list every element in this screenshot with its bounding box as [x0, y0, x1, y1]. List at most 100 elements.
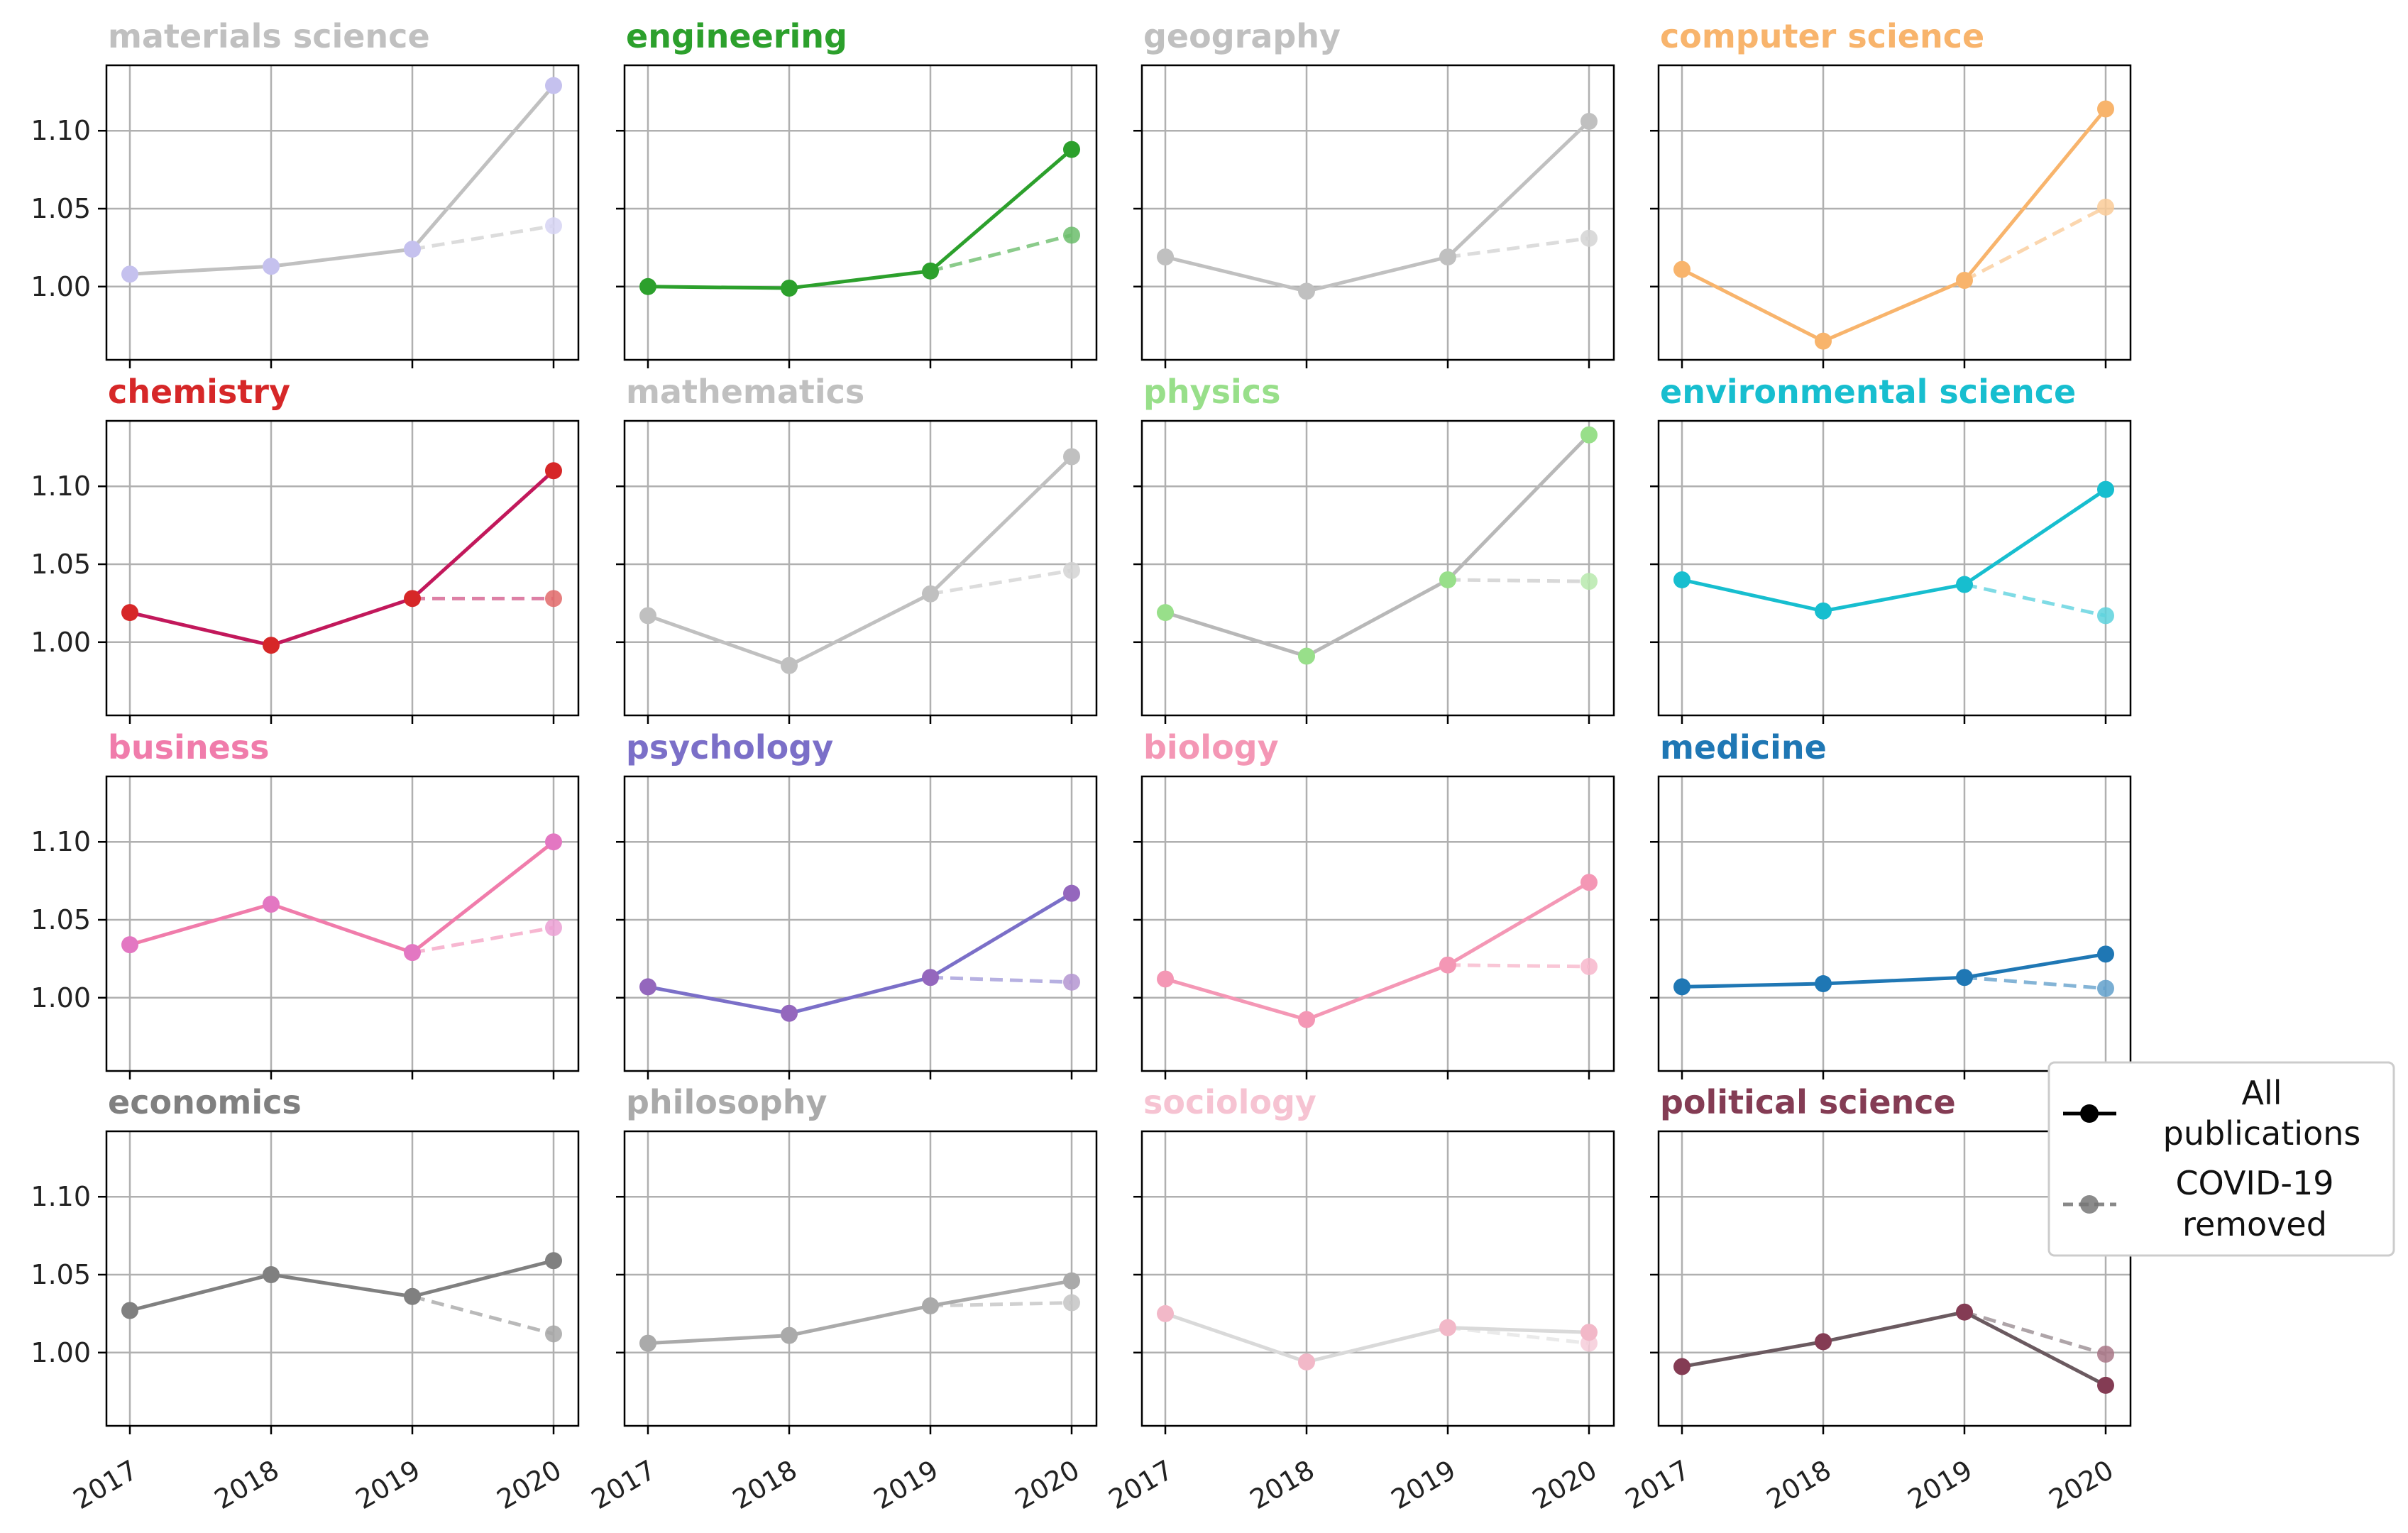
- all-point: [1157, 604, 1174, 622]
- panel-title: chemistry: [108, 373, 290, 411]
- all-point: [1439, 248, 1456, 266]
- series-all-line: [1681, 488, 2107, 613]
- all-point: [1673, 978, 1690, 996]
- axes-frame: [1657, 1130, 2132, 1427]
- panel-14: 2017 2018 2019 2020 sociology: [1104, 1083, 1615, 1515]
- all-point: [121, 265, 138, 283]
- x-tick-label: 2019: [1386, 1454, 1461, 1515]
- series-all-line: [647, 148, 1073, 290]
- y-tick-label: 1.00: [31, 271, 91, 302]
- axes-frame: [623, 775, 1098, 1072]
- all-point: [1298, 1353, 1315, 1370]
- all-point: [1063, 448, 1080, 466]
- all-point: [639, 278, 656, 295]
- legend-dashed-marker: [2080, 1195, 2099, 1214]
- all-point: [121, 604, 138, 622]
- x-tick-label: 2019: [869, 1454, 944, 1515]
- all-point: [1157, 248, 1174, 266]
- panel-4: 1.00 1.05 1.10 chemistry: [31, 373, 580, 724]
- y-tick-label: 1.05: [31, 1259, 91, 1290]
- series-covid-removed-line: [930, 1301, 1072, 1308]
- panel-title: psychology: [626, 728, 833, 766]
- panel-10: biology: [1133, 728, 1615, 1079]
- panel-7: environmental science: [1650, 373, 2132, 724]
- all-point: [781, 279, 798, 297]
- panel-5: mathematics: [616, 373, 1098, 724]
- x-tick-label: 2020: [492, 1454, 567, 1515]
- series-covid-removed-line: [930, 568, 1072, 596]
- all-point: [1580, 1324, 1598, 1341]
- all-point: [404, 1287, 421, 1305]
- panel-title: materials science: [108, 17, 430, 55]
- all-point: [1063, 1272, 1080, 1290]
- y-tick-label: 1.10: [31, 826, 91, 857]
- all-point: [2097, 1376, 2114, 1394]
- axes-frame: [623, 64, 1098, 361]
- covid-removed-point: [545, 918, 562, 936]
- series-all-line: [647, 455, 1073, 668]
- panel-title: medicine: [1660, 728, 1827, 766]
- x-tick-label: 2020: [1010, 1454, 1085, 1515]
- series-covid-removed-line: [412, 925, 554, 955]
- all-point: [922, 585, 939, 603]
- axes-frame: [623, 1130, 1098, 1427]
- all-point: [1815, 602, 1832, 620]
- all-point: [1580, 113, 1598, 131]
- series-covid-removed-line: [1963, 205, 2107, 282]
- all-point: [404, 241, 421, 258]
- x-tick-label: 2019: [1903, 1454, 1978, 1515]
- all-point: [2097, 100, 2114, 118]
- panel-title: engineering: [626, 17, 847, 55]
- series-covid-removed-line: [412, 1295, 554, 1336]
- panel-title: computer science: [1660, 17, 1984, 55]
- all-point: [1815, 1333, 1832, 1351]
- x-tick-label: 2018: [1761, 1454, 1837, 1515]
- all-point: [781, 1004, 798, 1022]
- all-point: [545, 1252, 562, 1270]
- axes-frame: [1140, 419, 1615, 717]
- all-point: [263, 258, 280, 275]
- panel-11: medicine: [1650, 728, 2132, 1079]
- all-point: [922, 262, 939, 280]
- axes-frame: [1140, 1130, 1615, 1427]
- panel-1: engineering: [616, 17, 1098, 368]
- legend-label-line2: publications: [2163, 1114, 2361, 1153]
- axes-frame: [105, 64, 580, 361]
- x-tick-label: 2017: [1620, 1454, 1695, 1515]
- series-all-line: [1165, 881, 1590, 1022]
- y-tick-label: 1.00: [31, 627, 91, 658]
- all-point: [1157, 1304, 1174, 1322]
- all-point: [1673, 1358, 1690, 1375]
- axes-frame: [1657, 419, 2132, 717]
- all-point: [1815, 975, 1832, 993]
- series-covid-removed-line: [930, 975, 1072, 984]
- series-all-line: [1165, 434, 1590, 659]
- covid-removed-point: [545, 1325, 562, 1343]
- series-covid-removed-line: [1447, 963, 1590, 969]
- all-point: [404, 590, 421, 608]
- all-point: [922, 969, 939, 987]
- y-tick-label: 1.05: [31, 193, 91, 224]
- x-tick-label: 2018: [209, 1454, 285, 1515]
- all-point: [1298, 282, 1315, 300]
- axes-frame: [1657, 775, 2132, 1072]
- covid-removed-point: [2097, 979, 2114, 997]
- series-all-line: [129, 469, 555, 647]
- axes-frame: [623, 419, 1098, 717]
- all-point: [1298, 647, 1315, 665]
- axes-frame: [105, 775, 580, 1072]
- all-point: [1956, 969, 1973, 987]
- panel-8: 1.00 1.05 1.10 business: [31, 728, 580, 1079]
- all-point: [1956, 576, 1973, 593]
- axes-frame: [1140, 64, 1615, 361]
- x-tick-label: 2017: [586, 1454, 661, 1515]
- covid-removed-point: [545, 217, 562, 235]
- all-point: [2097, 480, 2114, 498]
- panel-title: geography: [1143, 17, 1341, 55]
- panel-3: computer science: [1650, 17, 2132, 368]
- covid-removed-point: [1580, 573, 1598, 590]
- series-all-line: [1165, 120, 1590, 293]
- covid-removed-point: [545, 590, 562, 608]
- panel-title: political science: [1660, 1083, 1956, 1121]
